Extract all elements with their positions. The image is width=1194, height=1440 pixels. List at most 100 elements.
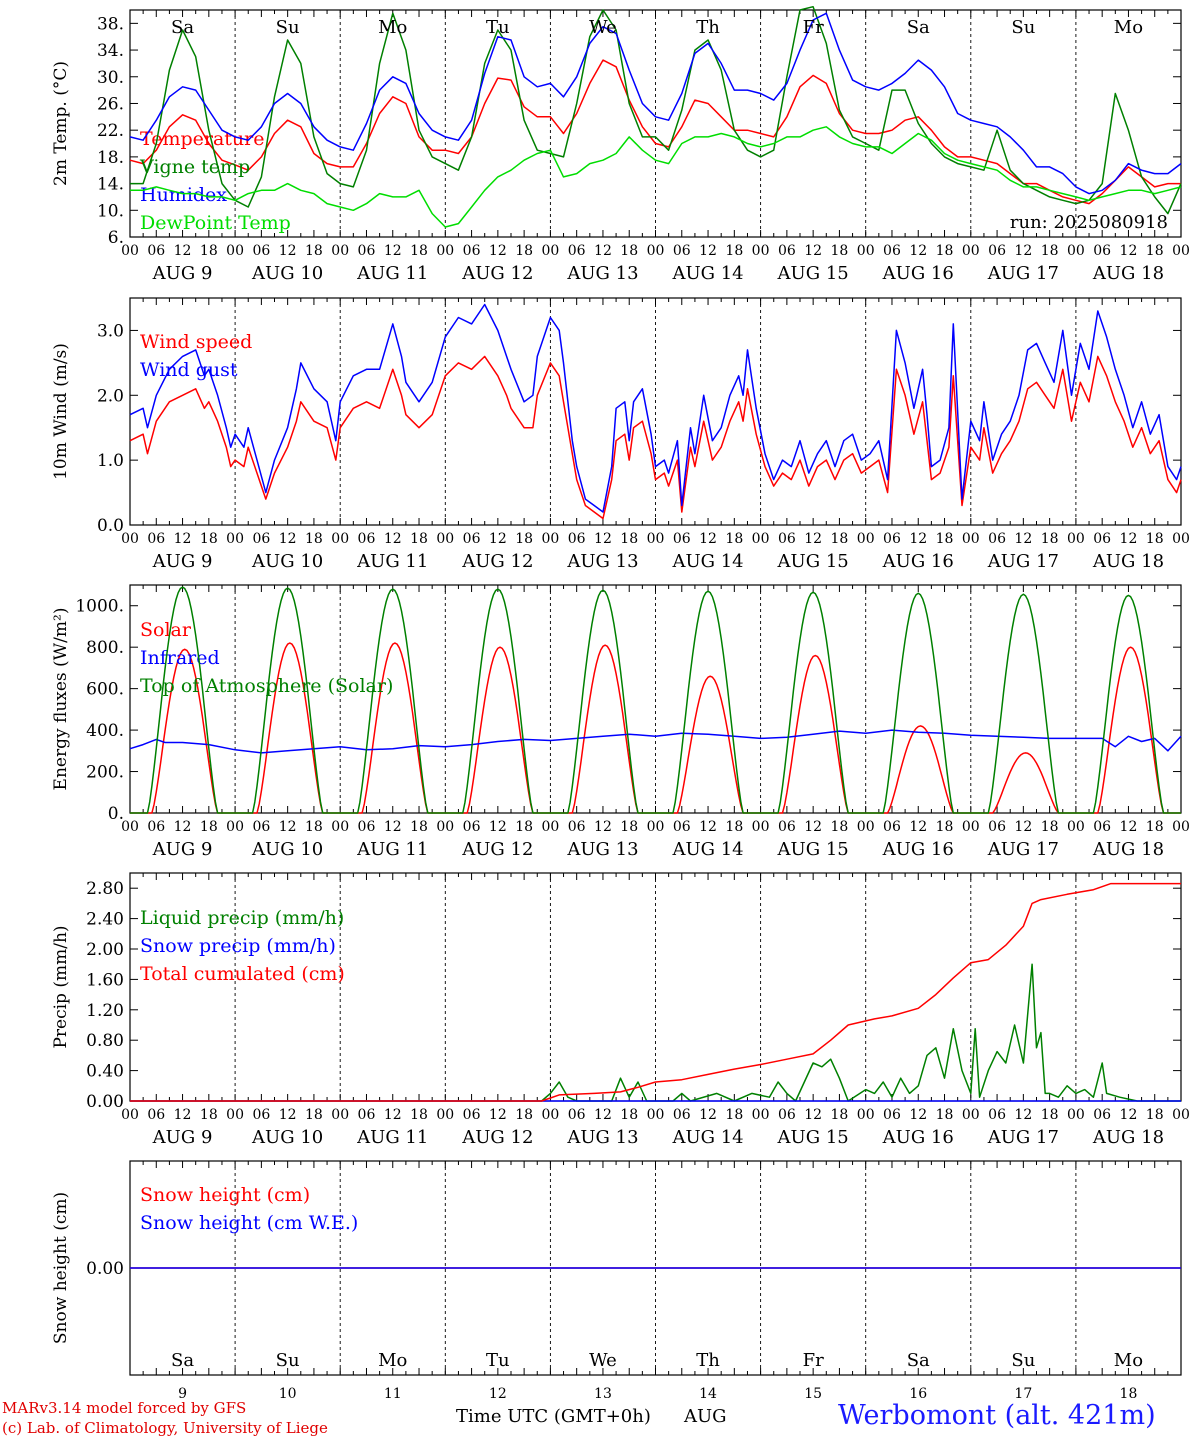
x-date-label: AUG 12	[461, 839, 533, 860]
x-hour-label: 06	[463, 531, 481, 547]
x-hour-label: 00	[331, 1107, 349, 1123]
legend-entry: Wind speed	[140, 331, 252, 353]
weekday-label-top: Mo	[378, 17, 407, 38]
x-hour-label: 12	[489, 531, 507, 547]
x-hour-label: 12	[1014, 243, 1032, 259]
x-date-label: AUG 11	[356, 839, 428, 860]
x-hour-label: 18	[305, 819, 323, 835]
day-number-label: 9	[178, 1386, 187, 1402]
x-hour-label: 06	[568, 819, 586, 835]
y-tick-label: 0.00	[86, 1092, 124, 1112]
x-hour-label: 00	[331, 531, 349, 547]
x-date-label: AUG 18	[1092, 1127, 1164, 1148]
legend-entry: Infrared	[140, 647, 220, 669]
x-hour-label: 06	[883, 243, 901, 259]
x-hour-label: 12	[594, 531, 612, 547]
weekday-label-top: Tu	[486, 17, 510, 38]
x-hour-label: 18	[725, 819, 743, 835]
weekday-label-bottom: Su	[1011, 1350, 1035, 1371]
x-hour-label: 00	[1067, 1107, 1085, 1123]
y-tick-label: 1.20	[86, 1001, 124, 1021]
x-hour-label: 12	[384, 531, 402, 547]
x-hour-label: 12	[279, 819, 297, 835]
x-hour-label: 18	[725, 1107, 743, 1123]
legend-entry: Wind gust	[140, 359, 238, 381]
x-hour-label: 06	[778, 819, 796, 835]
x-hour-label: 00	[962, 819, 980, 835]
weekday-label-bottom: Sa	[171, 1350, 194, 1371]
series-total-cumulated-cm-	[130, 882, 1181, 1102]
series-humidex	[129, 12, 1182, 195]
day-number-label: 12	[489, 1386, 507, 1402]
legend-entry: Temperature	[140, 128, 264, 150]
x-hour-label: 00	[752, 1107, 770, 1123]
run-label: run: 2025080918	[1010, 212, 1168, 233]
x-hour-label: 12	[804, 243, 822, 259]
x-hour-label: 18	[1146, 819, 1164, 835]
weekday-label-top: Sa	[907, 17, 930, 38]
y-tick-label: 0.40	[86, 1062, 124, 1082]
series-wind-speed	[129, 355, 1182, 520]
legend-entry: Total cumulated (cm)	[140, 963, 345, 985]
x-hour-label: 18	[831, 1107, 849, 1123]
y-tick-label: 1.0	[97, 451, 124, 471]
x-hour-label: 18	[620, 243, 638, 259]
x-date-label: AUG 16	[882, 551, 954, 572]
x-hour-label: 18	[725, 243, 743, 259]
x-hour-label: 12	[909, 531, 927, 547]
x-hour-label: 18	[831, 531, 849, 547]
x-hour-label: 06	[568, 531, 586, 547]
y-tick-label: 0.80	[86, 1031, 124, 1051]
x-hour-label: 00	[1067, 243, 1085, 259]
x-hour-label: 12	[594, 1107, 612, 1123]
x-hour-label: 12	[384, 819, 402, 835]
y-tick-label: 800.	[86, 638, 124, 658]
x-hour-label: 18	[936, 531, 954, 547]
x-hour-label: 06	[1093, 819, 1111, 835]
x-hour-label: 18	[831, 819, 849, 835]
x-hour-label: 18	[1146, 243, 1164, 259]
x-hour-label: 00	[541, 1107, 559, 1123]
weekday-label-top: Su	[276, 17, 300, 38]
weekday-label-top: We	[589, 17, 617, 38]
series-infrared	[129, 729, 1182, 754]
x-hour-label: 06	[358, 1107, 376, 1123]
x-hour-label: 06	[568, 243, 586, 259]
x-hour-label: 12	[174, 1107, 192, 1123]
x-hour-label: 06	[252, 819, 270, 835]
x-hour-label: 00	[541, 243, 559, 259]
x-axis-label: Time UTC (GMT+0h)	[456, 1406, 651, 1427]
x-hour-label: 06	[252, 531, 270, 547]
x-hour-label: 06	[883, 531, 901, 547]
x-hour-label: 00	[121, 243, 139, 259]
x-hour-label: 12	[699, 1107, 717, 1123]
x-date-label: AUG 12	[461, 551, 533, 572]
x-hour-label: 00	[436, 1107, 454, 1123]
x-hour-label: 00	[647, 243, 665, 259]
x-date-label: AUG 14	[671, 1127, 743, 1148]
y-tick-label: 2.80	[86, 879, 124, 899]
x-hour-label: 18	[1146, 1107, 1164, 1123]
x-hour-label: 00	[226, 243, 244, 259]
y-tick-label: 1.60	[86, 970, 124, 990]
x-hour-label: 18	[515, 1107, 533, 1123]
weekday-label-top: Sa	[171, 17, 194, 38]
x-hour-label: 00	[1172, 531, 1190, 547]
x-hour-label: 00	[331, 819, 349, 835]
y-tick-label: 0.00	[86, 1259, 124, 1279]
x-date-label: AUG 17	[987, 263, 1059, 284]
y-tick-label: 14.	[97, 175, 124, 195]
x-hour-label: 06	[988, 1107, 1006, 1123]
x-hour-label: 18	[515, 531, 533, 547]
legend-entry: Vigne temp	[139, 156, 250, 178]
x-hour-label: 00	[1067, 819, 1085, 835]
x-hour-label: 06	[1093, 243, 1111, 259]
x-hour-label: 12	[594, 819, 612, 835]
x-hour-label: 12	[804, 531, 822, 547]
x-hour-label: 00	[331, 243, 349, 259]
x-date-label: AUG 15	[777, 1127, 849, 1148]
x-date-label: AUG 11	[356, 263, 428, 284]
series-wind-gust	[129, 303, 1182, 513]
x-date-label: AUG 14	[671, 839, 743, 860]
